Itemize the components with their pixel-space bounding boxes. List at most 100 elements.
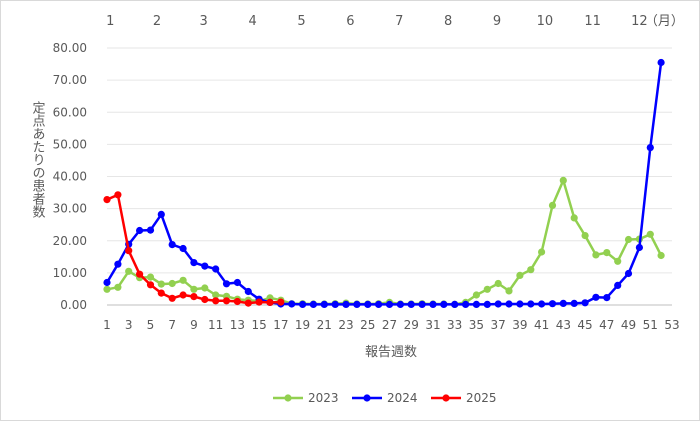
data-point [646,144,654,152]
x-tick-label: 29 [404,318,419,332]
x-tick-label: 39 [512,318,527,332]
data-point [407,300,415,308]
data-point [559,176,567,184]
legend-swatch-marker [442,394,450,402]
x-tick-label: 43 [556,318,571,332]
month-label: 12 [631,14,648,29]
x-axis-title: 報告週数 [365,345,417,360]
x-tick-label: 35 [469,318,484,332]
month-label: 11 [584,14,601,29]
x-tick-label: 47 [599,318,614,332]
x-tick-label: 13 [230,318,245,332]
data-point [114,283,122,291]
data-point [527,300,535,308]
data-point [201,262,209,270]
legend-label: 2025 [466,391,497,405]
legend-swatch-marker [363,394,371,402]
data-point [168,279,176,288]
data-point [212,265,220,273]
data-point [538,300,546,308]
x-tick-label: 21 [317,318,332,332]
data-point [125,247,133,255]
data-point [299,300,307,308]
x-tick-label: 27 [382,318,397,332]
y-tick-label: 20.00 [53,234,87,248]
data-point [429,300,437,308]
y-tick-label: 80.00 [53,41,87,55]
series-lines [103,58,665,308]
data-point [309,300,317,308]
data-point [603,294,611,302]
data-point [288,300,296,308]
month-label: 8 [444,14,452,29]
data-point [624,269,633,278]
data-point [190,293,198,301]
data-point [472,291,480,299]
x-tick-label: 37 [491,318,506,332]
x-tick-label: 19 [295,318,310,332]
data-point [222,280,231,288]
data-point [114,260,122,268]
y-tick-label: 70.00 [53,73,87,87]
month-label: 3 [200,14,208,29]
data-point [624,235,633,244]
data-point [396,300,404,308]
data-point [136,226,144,235]
month-label: 10 [537,14,554,29]
data-point [548,300,557,308]
data-point [103,285,111,293]
data-point [190,285,198,293]
y-axis-title: 定点あたりの患者数 [30,101,46,218]
data-point [233,278,241,287]
x-tick-label: 53 [664,318,679,332]
data-point [505,300,513,308]
data-point [385,300,394,308]
data-point [657,251,665,260]
x-tick-label: 51 [643,318,658,332]
data-point [418,300,426,308]
data-point [190,259,198,267]
x-tick-label: 3 [125,318,133,332]
data-point [168,241,176,249]
data-point [103,196,111,204]
data-point [201,295,209,304]
data-point [538,248,546,256]
month-label: （月） [645,14,684,29]
x-tick-labels: 1 3 5 7 9 11 13 15 17 19 21 23 25 27 29 31 33 35 37 39 41 43 4… [103,318,679,332]
month-label: 2 [153,14,161,29]
data-point [516,271,524,279]
y-tick-label: 40.00 [53,170,87,184]
legend-label: 2024 [387,391,418,405]
y-tick-label: 10.00 [53,266,87,280]
series-2023 [103,176,665,308]
data-point [646,230,654,238]
x-tick-label: 25 [360,318,375,332]
data-point [364,300,372,308]
data-point [201,284,209,292]
data-point [570,214,578,222]
data-point [212,297,220,305]
data-point [581,232,589,240]
data-point [146,273,155,281]
y-tick-label: 0.00 [60,298,87,312]
data-point [222,297,231,305]
x-tick-label: 45 [577,318,592,332]
data-point [157,289,165,297]
data-point [635,243,644,252]
data-point [527,266,535,274]
x-tick-label: 33 [447,318,462,332]
data-point [320,300,328,308]
gridlines [107,47,672,274]
x-tick-label: 15 [251,318,266,332]
y-tick-label: 50.00 [53,137,87,151]
month-labels: 1 2 3 4 5 6 7 8 9 10 11 12（月） [106,14,684,29]
data-point [244,299,252,307]
data-point [331,300,339,308]
data-point [342,300,350,308]
data-point [614,281,622,289]
legend: 2023 2024 2025 [273,391,497,405]
x-tick-label: 23 [338,318,353,332]
data-point [179,291,187,299]
data-point [255,298,263,306]
